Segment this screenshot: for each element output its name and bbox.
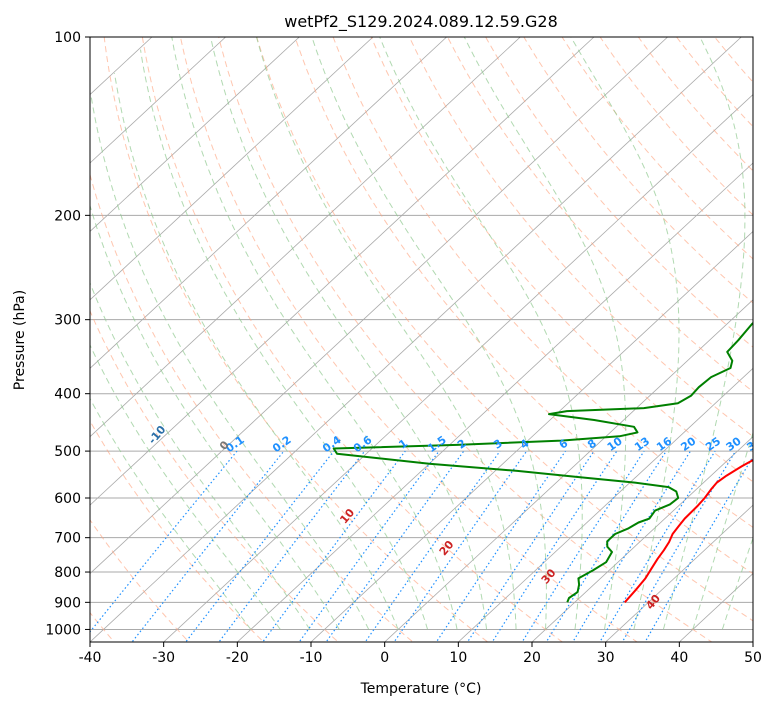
mixing-ratio-line	[298, 450, 440, 642]
mixing-ratio-line	[435, 450, 566, 642]
dry-adiabat-line	[141, 37, 564, 642]
plot-frame	[89, 36, 754, 643]
moist-adiabat-line	[210, 37, 488, 630]
moist-adiabat-line	[113, 72, 399, 630]
dry-adiabat-line	[90, 172, 414, 642]
dry-adiabat-line	[218, 37, 713, 642]
mixing-ratio-line	[185, 450, 335, 642]
mixing-ratio-line	[491, 450, 618, 642]
moist-adiabat-line	[311, 37, 547, 630]
chart-title: wetPf2_S129.2024.089.12.59.G28	[284, 12, 558, 32]
x-tick-label: -20	[226, 650, 249, 666]
y-tick-label: 800	[54, 565, 81, 581]
isotherm-line	[605, 504, 753, 642]
isotherm-line	[163, 94, 753, 642]
moist-adiabat-line	[90, 94, 370, 630]
y-tick-label: 900	[54, 595, 81, 611]
isotherm-line	[90, 37, 226, 164]
isotherm-line	[531, 436, 753, 642]
moist-adiabat-line	[140, 49, 429, 630]
y-axis-label: Pressure (hPa)	[12, 290, 28, 390]
mixing-ratio-line	[131, 450, 285, 642]
moist-adiabat-line	[90, 204, 340, 630]
mixing-ratio-line	[466, 450, 595, 642]
moist-adiabat-line	[692, 431, 753, 630]
dry-adiabat-line	[103, 37, 489, 642]
dry-adiabat-line	[90, 420, 265, 642]
y-tick-label: 1000	[45, 622, 81, 638]
y-tick-label: 200	[54, 208, 81, 224]
temperature-profile-line	[624, 458, 753, 603]
isotherm-line	[90, 37, 595, 506]
x-tick-label: 0	[380, 650, 389, 666]
dry-adiabat-line	[408, 37, 753, 438]
x-axis-label: Temperature (°C)	[360, 681, 482, 697]
moist-adiabat-line	[171, 37, 458, 630]
dry-adiabat-line	[523, 37, 753, 304]
isotherm-line	[90, 37, 300, 232]
x-tick-label: 50	[744, 650, 762, 666]
moist-adiabat-line	[662, 37, 746, 630]
x-tick-label: -40	[79, 650, 102, 666]
isotherm-line	[90, 37, 742, 642]
y-tick-label: 300	[54, 313, 81, 329]
dry-adiabat-line	[447, 37, 753, 393]
isotherm-line	[237, 162, 753, 642]
moist-adiabat-line	[570, 37, 680, 630]
x-tick-label: -30	[152, 650, 175, 666]
moist-adiabat-line	[721, 536, 753, 630]
y-tick-label: 700	[54, 531, 81, 547]
moist-adiabat-line	[463, 37, 627, 630]
moist-adiabat-line	[255, 37, 517, 630]
isotherm-line	[458, 367, 753, 642]
dry-adiabat-line	[332, 37, 753, 529]
mixing-ratio-line	[521, 450, 645, 642]
x-tick-label: 20	[523, 650, 541, 666]
moist-adiabat-line	[90, 397, 252, 630]
mixing-ratio-line	[218, 450, 366, 642]
mixing-ratio-label: 36	[744, 434, 764, 454]
mixing-ratio-line	[599, 450, 716, 642]
isotherm-line	[310, 230, 753, 642]
isotherm-line	[90, 37, 374, 301]
x-tick-label: -10	[300, 650, 323, 666]
moist-adiabat-line	[90, 343, 281, 630]
x-tick-label: 40	[670, 650, 688, 666]
y-tick-label: 100	[54, 30, 81, 46]
mixing-ratio-line	[644, 455, 753, 642]
y-tick-label: 400	[54, 387, 81, 403]
y-tick-label: 500	[54, 444, 81, 460]
x-tick-label: 30	[597, 650, 615, 666]
isotherm-line	[90, 37, 668, 575]
dry-adiabat-line	[561, 37, 753, 260]
isotherm-line	[384, 299, 753, 642]
dewpoint-profile-line	[332, 321, 753, 603]
y-tick-label: 600	[54, 491, 81, 507]
dry-adiabat-line	[179, 37, 638, 642]
isotherm-line	[90, 37, 521, 438]
dry-adiabat-line	[90, 309, 339, 642]
mixing-ratio-line	[364, 450, 501, 642]
isotherm-line	[90, 37, 447, 369]
mixing-ratio-line	[393, 450, 528, 642]
mixing-ratio-line	[325, 450, 465, 642]
x-tick-label: 10	[449, 650, 467, 666]
dry-adiabat-line	[370, 37, 753, 483]
